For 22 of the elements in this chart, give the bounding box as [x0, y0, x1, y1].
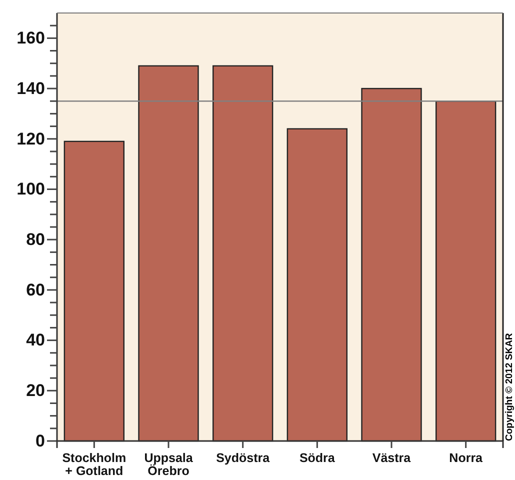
y-tick-label: 140: [16, 78, 45, 98]
y-tick-label: 80: [26, 230, 45, 250]
x-tick-label: Södra: [299, 451, 336, 465]
y-tick-label: 0: [36, 431, 45, 450]
x-tick-label: Sydöstra: [216, 451, 271, 465]
y-tick-label: 40: [26, 330, 45, 350]
x-tick-label: Västra: [372, 451, 412, 465]
x-tick-label: Uppsala Örebro: [144, 451, 194, 478]
bar: [436, 100, 496, 442]
bar: [361, 88, 422, 442]
x-tick-label: Stockholm + Gotland: [62, 451, 126, 478]
y-tick-label: 100: [16, 180, 45, 199]
y-tick-label: 60: [26, 280, 45, 300]
bar: [64, 140, 124, 442]
bar: [212, 65, 274, 442]
y-tick-label: 20: [26, 381, 45, 400]
bar: [138, 65, 199, 442]
y-tick-label: 160: [16, 28, 45, 48]
text: Copyright © 2012 SKAR: [504, 333, 515, 441]
x-tick-label: Norra: [449, 451, 484, 465]
bar: [286, 128, 348, 442]
y-tick-label: 120: [16, 129, 45, 148]
